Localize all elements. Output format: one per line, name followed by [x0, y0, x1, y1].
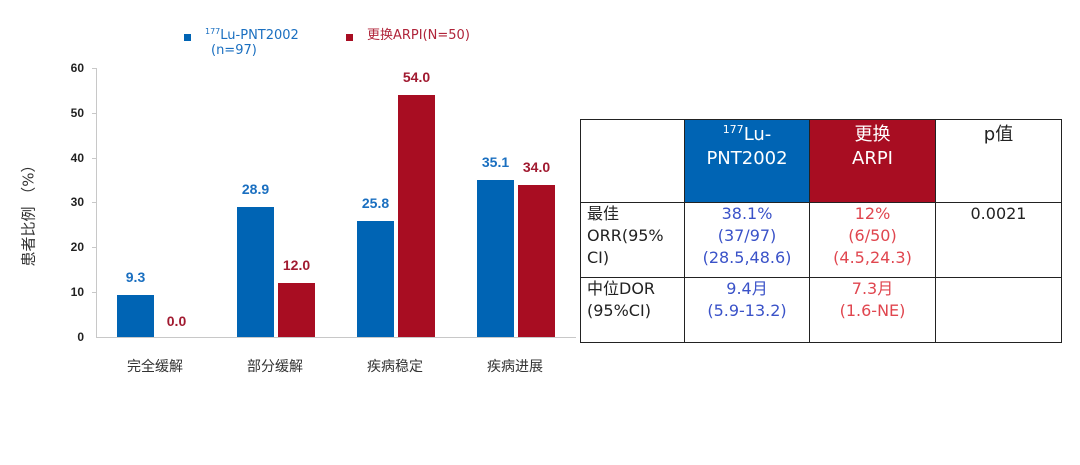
table-header-empty	[580, 119, 685, 203]
bar-arpi	[518, 185, 555, 337]
y-tick-label: 40	[70, 151, 84, 165]
legend-swatch-drug	[184, 34, 191, 41]
bar-chart: 177Lu-PNT2002 (n=97) 更换ARPI(N=50) 患者比例 （…	[0, 0, 580, 400]
table-header-p-value: p值	[935, 119, 1062, 203]
y-tick-mark	[92, 158, 96, 159]
table-header-row: 177Lu- PNT2002 更换 ARPI p值	[580, 119, 1062, 203]
cell-dor-arpi: 7.3月 (1.6-NE)	[809, 277, 936, 343]
table-header-drug: 177Lu- PNT2002	[684, 119, 810, 203]
y-tick-label: 0	[77, 330, 84, 344]
y-tick-label: 60	[70, 61, 84, 75]
legend-item-drug: 177Lu-PNT2002 (n=97)	[184, 28, 299, 58]
cell-dor-drug: 9.4月 (5.9-13.2)	[684, 277, 810, 343]
bar-value-label: 34.0	[522, 159, 551, 175]
y-tick-mark	[92, 202, 96, 203]
y-tick-label: 20	[70, 240, 84, 254]
y-tick-mark	[92, 68, 96, 69]
table-header-arpi: 更换 ARPI	[809, 119, 936, 203]
table-row-dor: 中位DOR (95%CI) 9.4月 (5.9-13.2) 7.3月 (1.6-…	[580, 277, 1062, 343]
legend-swatch-arpi	[346, 34, 353, 41]
x-label-category: 完全缓解	[127, 359, 183, 375]
x-label-category: 疾病稳定	[367, 359, 423, 375]
cell-orr-p-value: 0.0021	[935, 202, 1062, 278]
y-tick-label: 10	[70, 285, 84, 299]
cell-orr-drug: 38.1% (37/97) (28.5,48.6)	[684, 202, 810, 278]
legend-item-arpi: 更换ARPI(N=50)	[346, 28, 470, 43]
row-label-orr: 最佳 ORR(95% CI)	[580, 202, 685, 278]
y-tick-mark	[92, 247, 96, 248]
y-tick-mark	[92, 292, 96, 293]
bar-value-label: 28.9	[241, 181, 270, 197]
bar-value-label: 54.0	[402, 69, 431, 85]
x-label-category: 部分缓解	[247, 359, 303, 375]
legend-label-drug: 177Lu-PNT2002 (n=97)	[205, 27, 299, 59]
bar-value-label: 12.0	[282, 257, 311, 273]
y-axis-title: 患者比例 （%）	[19, 157, 38, 267]
x-label-category: 疾病进展	[487, 359, 543, 375]
bar-drug	[477, 180, 514, 337]
cell-orr-arpi: 12% (6/50) (4.5,24.3)	[809, 202, 936, 278]
x-axis	[96, 337, 576, 338]
results-table: 177Lu- PNT2002 更换 ARPI p值 最佳 ORR(95% CI)…	[580, 119, 1062, 343]
table-row-orr: 最佳 ORR(95% CI) 38.1% (37/97) (28.5,48.6)…	[580, 202, 1062, 278]
legend-label-arpi: 更换ARPI(N=50)	[367, 28, 470, 43]
bar-arpi	[278, 283, 315, 337]
bar-drug	[357, 221, 394, 337]
y-axis	[96, 68, 97, 338]
row-label-dor: 中位DOR (95%CI)	[580, 277, 685, 343]
y-tick-mark	[92, 113, 96, 114]
y-tick-label: 30	[70, 195, 84, 209]
bar-arpi	[398, 95, 435, 337]
bar-value-label: 25.8	[361, 195, 390, 211]
bar-drug	[237, 207, 274, 337]
bar-value-label: 9.3	[125, 269, 146, 285]
cell-dor-p-value	[935, 277, 1062, 343]
bar-drug	[117, 295, 154, 337]
y-tick-label: 50	[70, 106, 84, 120]
bar-value-label: 0.0	[166, 313, 187, 329]
bar-value-label: 35.1	[481, 154, 510, 170]
